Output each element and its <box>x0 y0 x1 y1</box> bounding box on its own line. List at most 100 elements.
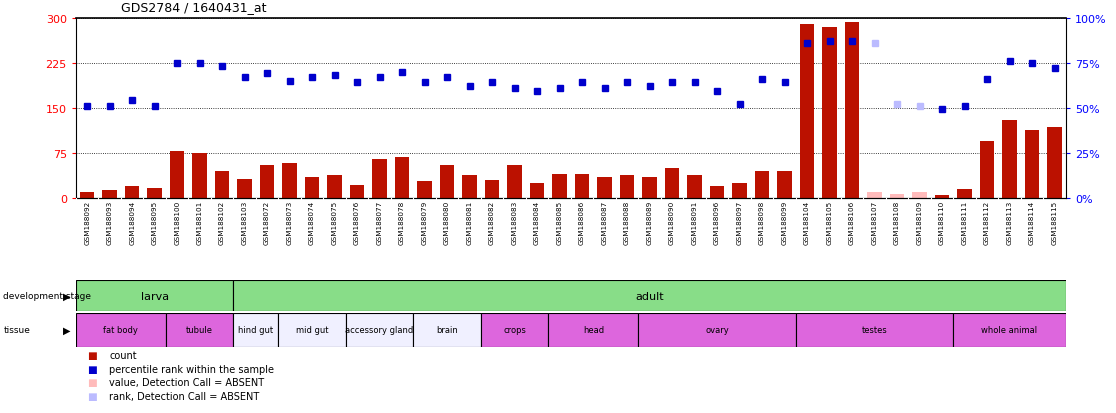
Text: GSM188075: GSM188075 <box>331 201 338 245</box>
Text: tubule: tubule <box>186 325 213 335</box>
Text: GSM188111: GSM188111 <box>962 201 968 245</box>
Bar <box>619 176 634 198</box>
Text: GSM188103: GSM188103 <box>242 201 248 245</box>
Text: hind gut: hind gut <box>239 325 273 335</box>
Bar <box>260 165 275 198</box>
Bar <box>147 189 162 198</box>
Bar <box>282 164 297 198</box>
Text: GSM188080: GSM188080 <box>444 201 450 245</box>
Text: GSM188088: GSM188088 <box>624 201 631 245</box>
Text: value, Detection Call = ABSENT: value, Detection Call = ABSENT <box>109 377 264 387</box>
Text: GSM188096: GSM188096 <box>714 201 720 245</box>
Bar <box>233 313 278 347</box>
Bar <box>1047 128 1061 198</box>
Bar <box>935 195 950 198</box>
Text: GSM188094: GSM188094 <box>129 201 135 245</box>
Text: crops: crops <box>503 325 526 335</box>
Text: GDS2784 / 1640431_at: GDS2784 / 1640431_at <box>121 2 266 14</box>
Bar <box>76 280 233 311</box>
Bar <box>552 174 567 198</box>
Bar <box>687 176 702 198</box>
Bar <box>462 176 477 198</box>
Text: GSM188097: GSM188097 <box>737 201 742 245</box>
Text: ■: ■ <box>87 377 97 387</box>
Text: ■: ■ <box>87 391 97 401</box>
Text: GSM188077: GSM188077 <box>376 201 383 245</box>
Bar <box>76 313 166 347</box>
Text: tissue: tissue <box>3 325 30 335</box>
Bar <box>481 313 548 347</box>
Text: testes: testes <box>862 325 887 335</box>
Bar <box>845 24 859 198</box>
Bar <box>170 152 184 198</box>
Text: GSM188073: GSM188073 <box>287 201 292 245</box>
Text: GSM188082: GSM188082 <box>489 201 496 245</box>
Text: GSM188100: GSM188100 <box>174 201 180 245</box>
Bar <box>327 176 341 198</box>
Bar <box>1002 121 1017 198</box>
Bar <box>980 141 994 198</box>
Bar <box>597 177 612 198</box>
Bar <box>508 165 522 198</box>
Bar <box>822 28 837 198</box>
Text: GSM188079: GSM188079 <box>422 201 427 245</box>
Bar <box>643 177 657 198</box>
Bar <box>417 181 432 198</box>
Bar <box>530 183 545 198</box>
Text: development stage: development stage <box>3 292 92 300</box>
Bar <box>238 179 252 198</box>
Bar <box>440 165 454 198</box>
Text: ■: ■ <box>87 350 97 360</box>
Bar <box>349 185 365 198</box>
Bar <box>889 195 904 198</box>
Text: rank, Detection Call = ABSENT: rank, Detection Call = ABSENT <box>109 391 260 401</box>
Text: GSM188081: GSM188081 <box>466 201 472 245</box>
Bar <box>192 153 206 198</box>
Text: GSM188101: GSM188101 <box>196 201 203 245</box>
Text: accessory gland: accessory gland <box>346 325 414 335</box>
Text: GSM188099: GSM188099 <box>781 201 788 245</box>
Text: GSM188089: GSM188089 <box>646 201 653 245</box>
Bar <box>103 190 117 198</box>
Bar <box>548 313 638 347</box>
Text: ▶: ▶ <box>62 325 70 335</box>
Bar <box>867 193 882 198</box>
Text: head: head <box>583 325 604 335</box>
Text: GSM188095: GSM188095 <box>152 201 157 245</box>
Text: fat body: fat body <box>104 325 138 335</box>
Text: GSM188074: GSM188074 <box>309 201 315 245</box>
Text: GSM188083: GSM188083 <box>511 201 518 245</box>
Text: mid gut: mid gut <box>296 325 328 335</box>
Bar <box>958 190 972 198</box>
Text: GSM188078: GSM188078 <box>400 201 405 245</box>
Bar <box>233 280 1066 311</box>
Bar <box>912 193 927 198</box>
Text: ovary: ovary <box>705 325 729 335</box>
Bar <box>1024 131 1039 198</box>
Bar <box>732 183 747 198</box>
Text: GSM188115: GSM188115 <box>1051 201 1058 245</box>
Text: GSM188109: GSM188109 <box>916 201 923 245</box>
Text: whole animal: whole animal <box>981 325 1038 335</box>
Text: GSM188072: GSM188072 <box>264 201 270 245</box>
Text: GSM188086: GSM188086 <box>579 201 585 245</box>
Text: GSM188104: GSM188104 <box>804 201 810 245</box>
Bar <box>373 159 387 198</box>
Text: GSM188114: GSM188114 <box>1029 201 1035 245</box>
Bar <box>125 186 140 198</box>
Bar <box>214 171 230 198</box>
Bar <box>800 25 815 198</box>
Bar <box>395 157 410 198</box>
Text: GSM188090: GSM188090 <box>670 201 675 245</box>
Text: GSM188084: GSM188084 <box>535 201 540 245</box>
Bar <box>575 174 589 198</box>
Bar <box>777 171 792 198</box>
Text: GSM188076: GSM188076 <box>354 201 360 245</box>
Bar <box>346 313 413 347</box>
Text: brain: brain <box>436 325 458 335</box>
Bar <box>796 313 953 347</box>
Text: GSM188102: GSM188102 <box>219 201 225 245</box>
Bar <box>278 313 346 347</box>
Bar <box>754 171 769 198</box>
Bar <box>953 313 1066 347</box>
